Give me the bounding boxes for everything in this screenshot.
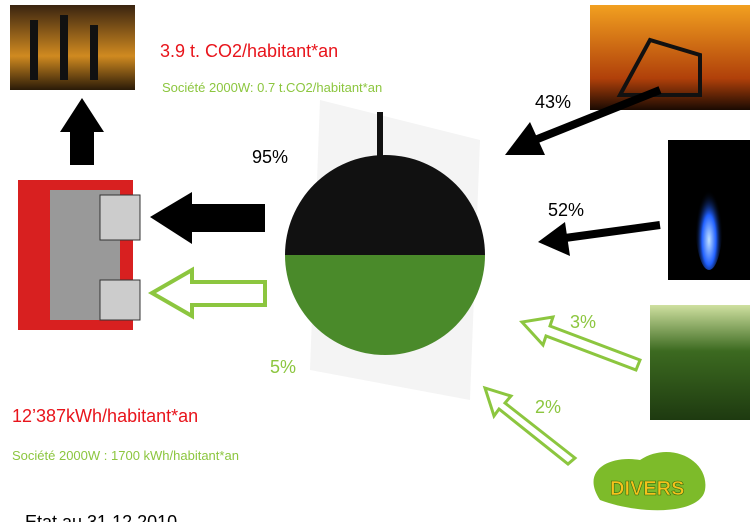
energy-title: 12’387kWh/habitant*an — [12, 406, 198, 426]
arrow-gas — [565, 225, 660, 238]
chimney — [90, 25, 98, 80]
boiler-hatch — [100, 280, 140, 320]
gas-share: 52% — [548, 200, 584, 220]
footer: Etat au 31.12.2010 — [25, 512, 177, 522]
chimney — [30, 20, 38, 80]
emissions-title: 3.9 t. CO2/habitant*an — [160, 41, 338, 61]
arrow-head — [538, 222, 570, 256]
infographic: 3.9 t. CO2/habitant*an Société 2000W: 0.… — [0, 0, 754, 522]
boiler-hatch — [100, 195, 140, 240]
tower — [377, 112, 383, 162]
flame — [695, 170, 723, 270]
emissions-target: Société 2000W: 0.7 t.CO2/habitant*an — [162, 80, 382, 95]
arrow-fossil — [150, 192, 265, 244]
arrow-other — [485, 388, 575, 464]
arrow-up — [60, 98, 104, 165]
other-share: 2% — [535, 397, 561, 417]
oil-share: 43% — [535, 92, 571, 112]
renewable-share: 5% — [270, 357, 296, 377]
factory-image — [10, 5, 135, 90]
fossil-share: 95% — [252, 147, 288, 167]
forest-image — [650, 305, 750, 420]
chimney — [60, 15, 68, 80]
arrow-renewable — [152, 270, 265, 316]
energy-target: Société 2000W : 1700 kWh/habitant*an — [12, 448, 239, 463]
divers-label: DIVERS — [610, 478, 684, 500]
wood-share: 3% — [570, 312, 596, 332]
